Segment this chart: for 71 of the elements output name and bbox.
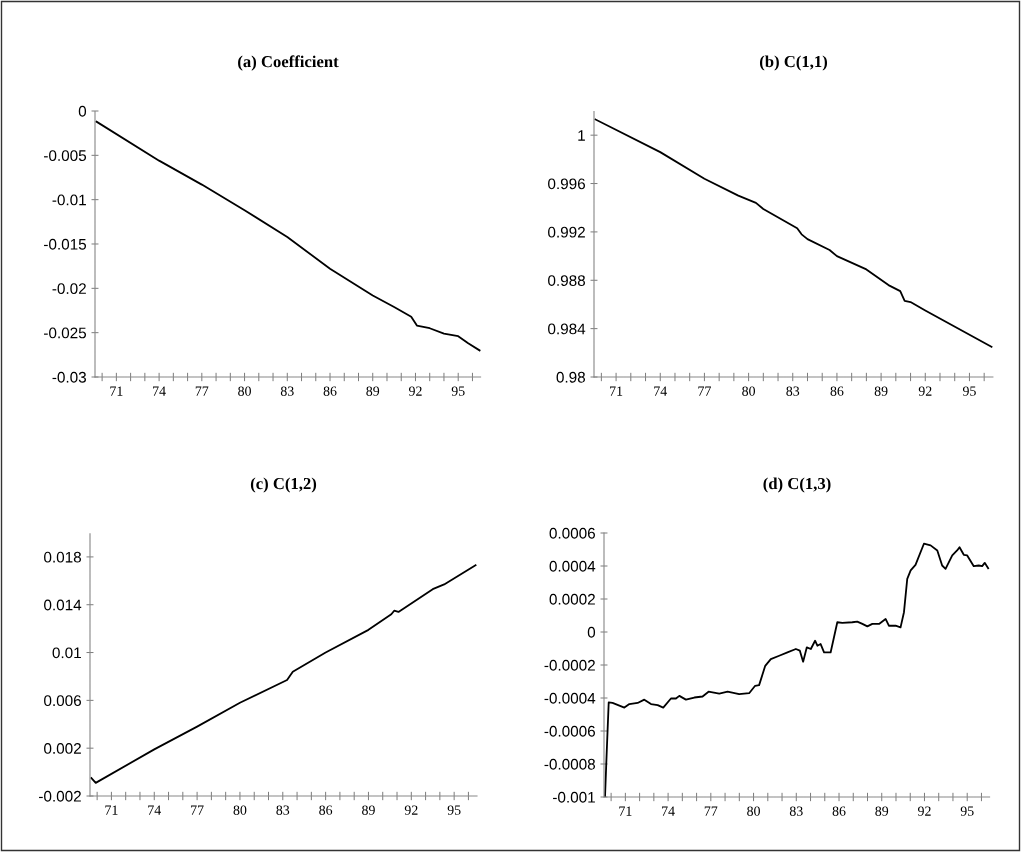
y-tick-label: 1 (578, 130, 585, 141)
y-tick-label: 0.0006 (549, 527, 595, 539)
chart-title: (d) C(1,3) (763, 477, 831, 493)
y-tick-label: 0.988 (548, 275, 586, 286)
x-tick-label: 80 (747, 806, 760, 816)
y-tick-label: 0.992 (548, 226, 585, 238)
y-tick-label: -0.0002 (544, 659, 595, 671)
y-tick-label: -0.0008 (544, 758, 596, 770)
x-tick-label: 86 (323, 386, 337, 396)
x-tick-label: 74 (153, 386, 166, 396)
x-tick-label: 74 (662, 806, 675, 816)
x-tick-label: 71 (105, 805, 118, 815)
x-tick-label: 92 (404, 805, 418, 815)
x-tick-label: 92 (917, 806, 931, 816)
y-tick-label: 0.996 (548, 178, 585, 190)
x-tick-label: 74 (654, 386, 667, 396)
x-tick-label: 89 (362, 805, 375, 815)
x-tick-label: 83 (789, 806, 803, 816)
y-tick-label: 0.984 (548, 323, 586, 335)
y-tick-label: 0 (78, 105, 87, 117)
y-tick-label: 0.0004 (549, 560, 596, 572)
chart-title: (c) C(1,2) (250, 477, 317, 493)
x-tick-label: 77 (698, 386, 711, 396)
x-tick-label: 83 (276, 805, 290, 815)
y-tick-label: -0.02 (52, 283, 86, 295)
line-series (90, 564, 477, 784)
y-tick-label: -0.01 (52, 194, 86, 206)
x-tick-label: 77 (191, 805, 204, 815)
x-tick-label: 71 (610, 386, 623, 396)
y-tick-label: 0 (587, 626, 596, 638)
line-series (594, 118, 993, 348)
x-tick-label: 80 (742, 386, 756, 396)
x-tick-label: 80 (233, 805, 247, 815)
x-tick-label: 71 (619, 806, 632, 816)
y-tick-label: -0.0004 (544, 692, 596, 704)
x-tick-label: 83 (280, 386, 294, 396)
x-tick-label: 80 (238, 386, 251, 396)
y-tick-label: 0.002 (44, 743, 81, 754)
x-tick-label: 89 (874, 386, 888, 396)
x-tick-label: 86 (319, 805, 333, 815)
x-tick-label: 95 (451, 386, 465, 396)
y-tick-label: 0.014 (44, 599, 82, 611)
line-series (95, 120, 481, 352)
y-tick-label: -0.005 (44, 150, 87, 162)
chart-title: (a) Coefficient (238, 55, 339, 71)
x-tick-label: 89 (875, 806, 889, 816)
x-tick-label: 86 (832, 806, 846, 816)
y-tick-label: -0.0006 (544, 725, 595, 737)
y-tick-label: 0.01 (52, 647, 81, 659)
x-tick-label: 95 (447, 805, 461, 815)
y-tick-label: 0.0002 (549, 593, 595, 605)
x-tick-label: 77 (704, 806, 718, 816)
x-tick-label: 71 (110, 386, 123, 396)
x-tick-label: 77 (195, 386, 209, 396)
y-tick-label: -0.001 (553, 791, 595, 803)
y-tick-label: 0.98 (556, 371, 586, 383)
y-tick-label: -0.03 (52, 371, 86, 383)
y-tick-label: 0.018 (44, 551, 82, 563)
y-tick-label: 0.006 (44, 695, 81, 707)
x-tick-label: 95 (962, 386, 976, 396)
x-tick-label: 95 (960, 806, 974, 816)
chart-title: (b) C(1,1) (759, 55, 828, 71)
x-tick-label: 74 (148, 805, 161, 815)
x-tick-label: 92 (918, 386, 932, 396)
x-tick-label: 89 (366, 386, 380, 396)
y-tick-label: -0.025 (44, 327, 87, 339)
y-tick-label: -0.002 (39, 790, 81, 802)
x-tick-label: 83 (786, 386, 800, 396)
x-tick-label: 86 (830, 386, 844, 396)
x-tick-label: 92 (408, 386, 422, 396)
y-tick-label: -0.015 (44, 238, 87, 250)
